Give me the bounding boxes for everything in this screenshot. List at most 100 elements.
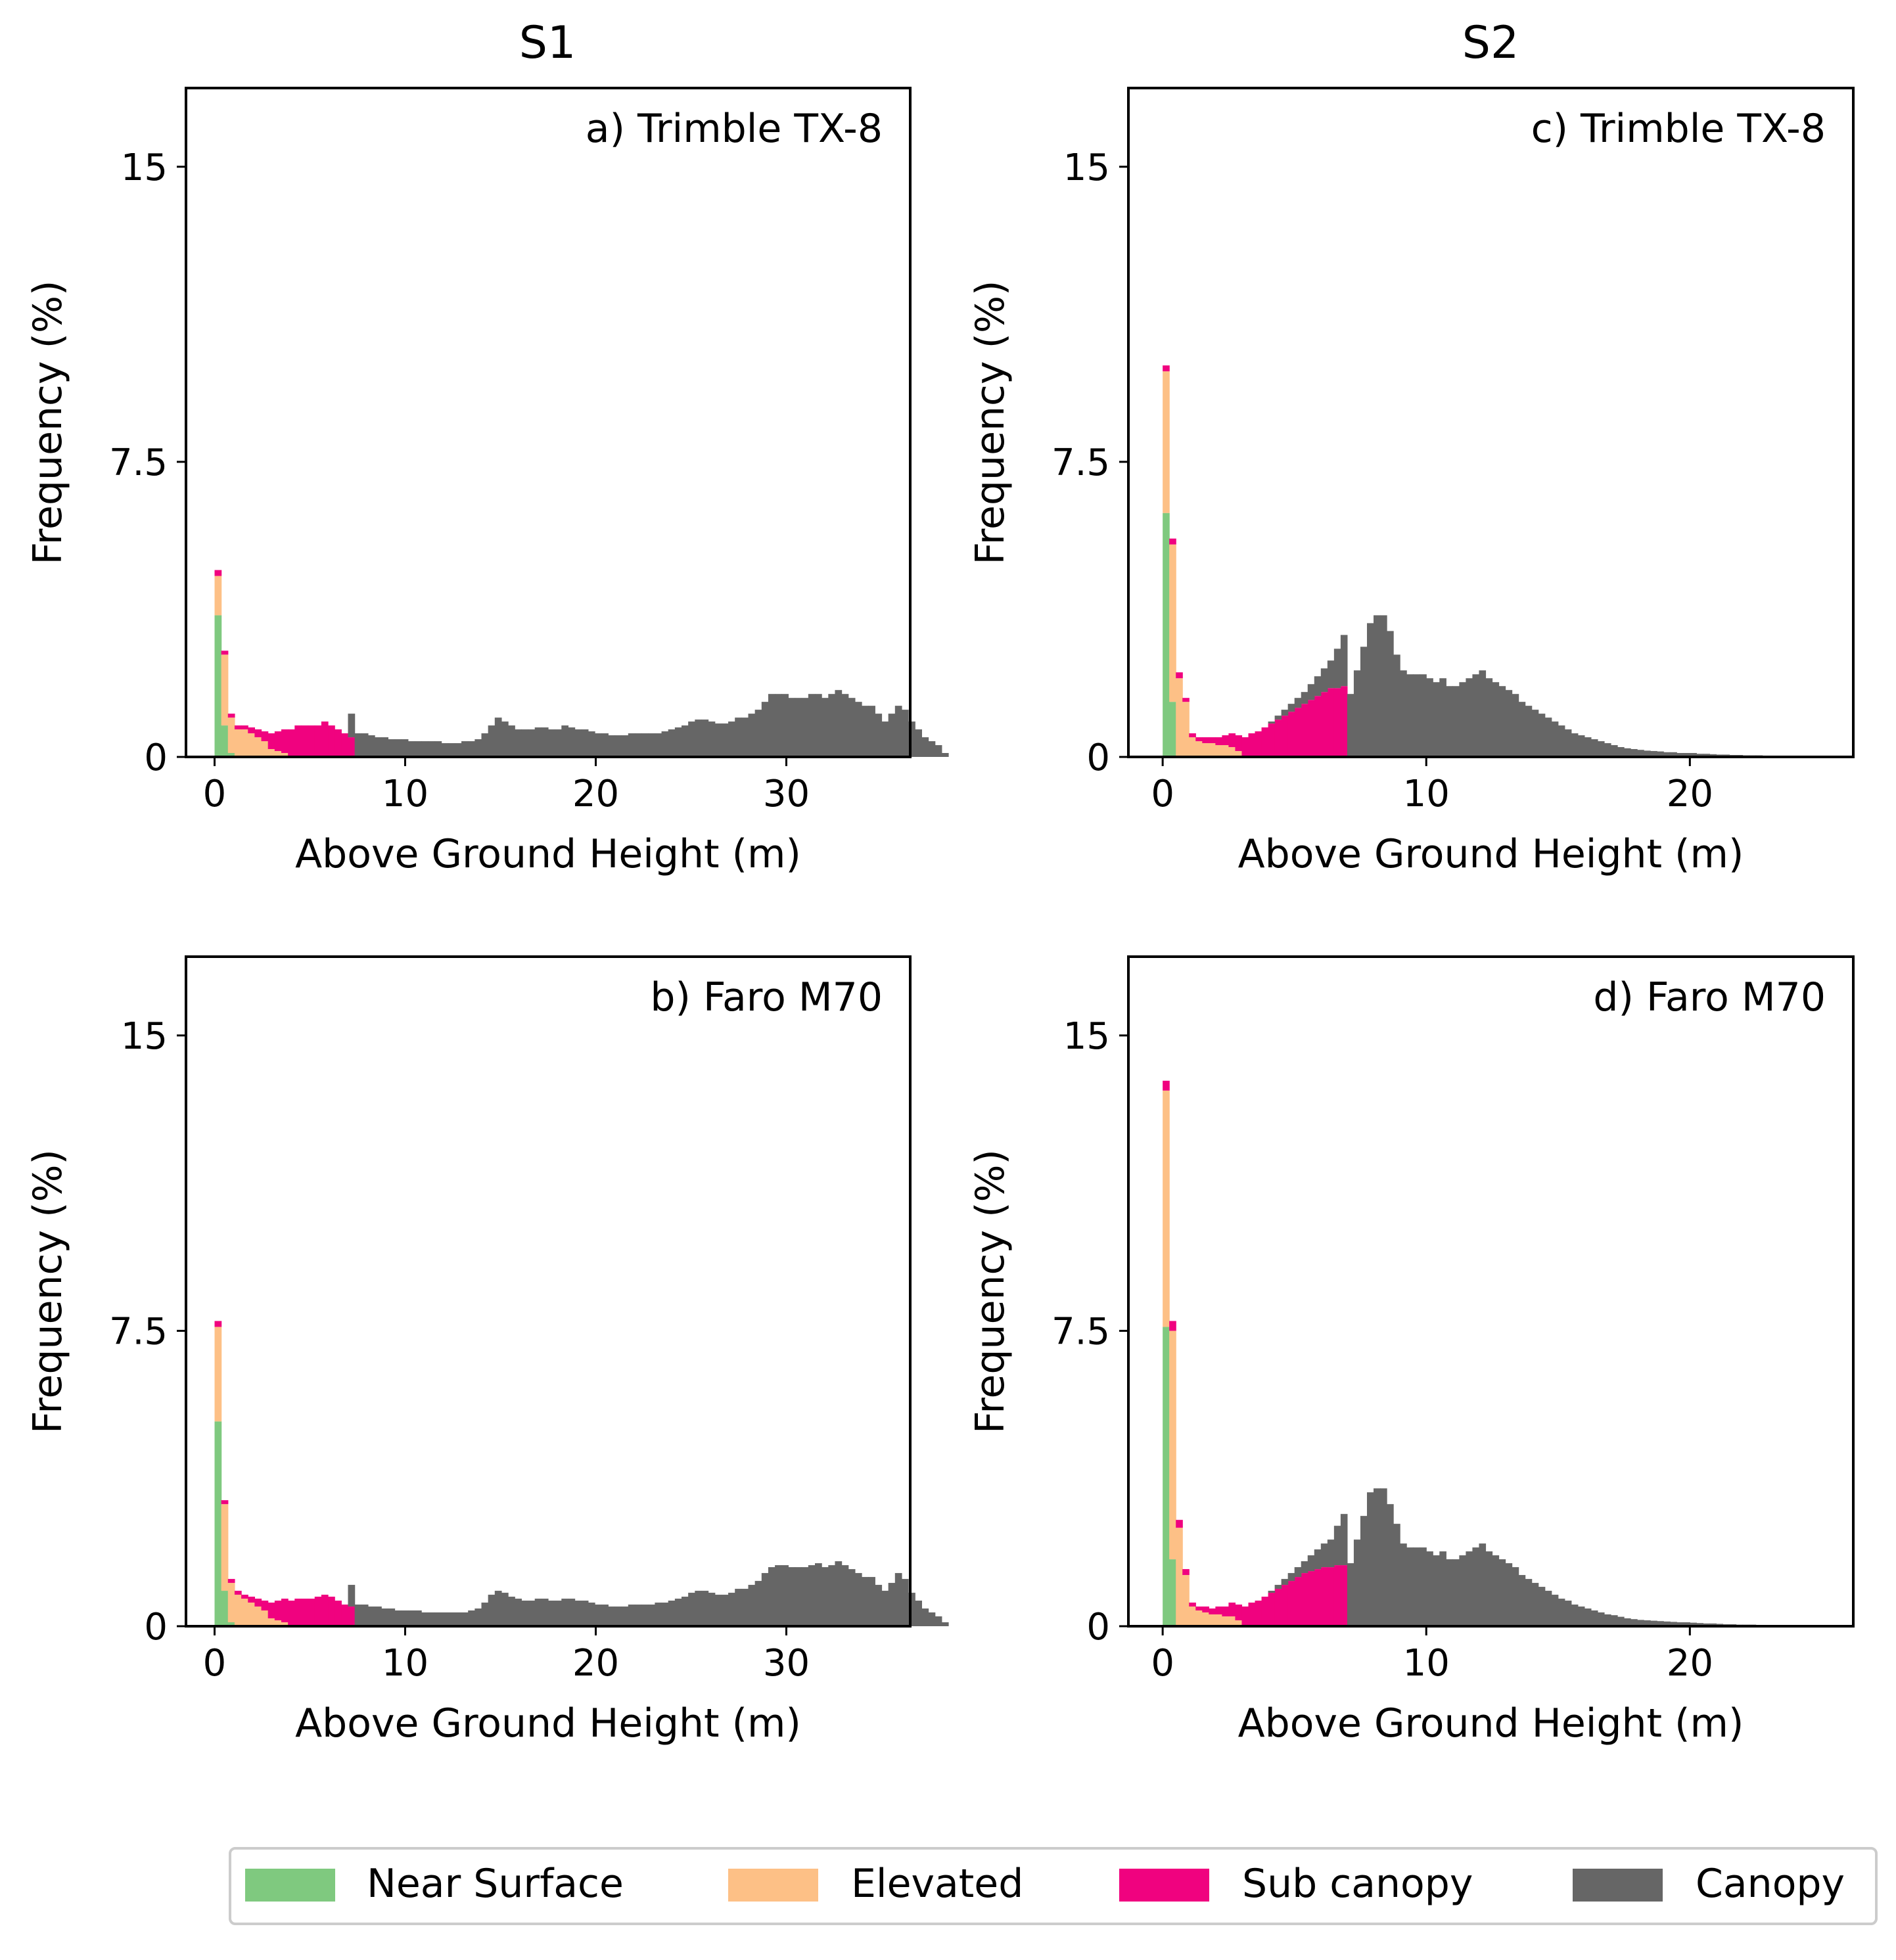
bar-elevated [1228, 1616, 1236, 1626]
bar-sub-canopy [274, 1601, 282, 1621]
bar-sub-canopy [321, 721, 329, 757]
bar-canopy [1426, 1551, 1433, 1626]
x-tick-label: 20 [1667, 773, 1713, 815]
bar-sub-canopy [294, 725, 302, 757]
bar-canopy [668, 1601, 676, 1626]
panel-title: d) Faro M70 [1593, 974, 1826, 1020]
x-tick-label: 0 [1151, 773, 1174, 815]
bar-canopy [1577, 735, 1585, 757]
bar-elevated [234, 1595, 242, 1626]
bar-elevated [248, 733, 255, 757]
bar-canopy [741, 1589, 749, 1626]
bar-canopy [434, 1612, 442, 1626]
bar-canopy [801, 1567, 809, 1626]
bar-canopy [1327, 660, 1335, 689]
panel-a: 0 10 20 30 0 7.5 15 Above Ground Height (m) Freq… [25, 87, 949, 877]
bar-canopy [1525, 706, 1533, 757]
bar-canopy [695, 1591, 703, 1626]
bar-canopy [881, 1591, 889, 1626]
bar-sub-canopy [1281, 1585, 1289, 1626]
panel-d: 0 10 20 0 7.5 15 Above Ground Height (m) Freque… [967, 955, 1855, 1746]
bar-canopy [1333, 649, 1341, 689]
bar-canopy [1301, 692, 1308, 704]
bar-sub-canopy [214, 570, 222, 576]
bar-canopy [1479, 1543, 1487, 1626]
bar-canopy [428, 741, 436, 757]
bar-sub-canopy [1215, 737, 1222, 746]
bar-canopy [641, 733, 649, 757]
bar-sub-canopy [241, 725, 248, 730]
x-tick-label: 0 [203, 773, 227, 815]
bar-sub-canopy [1314, 696, 1322, 757]
bar-sub-canopy [1182, 698, 1190, 702]
bar-canopy [1650, 1620, 1657, 1626]
bar-canopy [1360, 647, 1368, 757]
bar-canopy [1590, 739, 1598, 757]
axes-frame [1127, 955, 1855, 1628]
bar-canopy [868, 1577, 875, 1626]
bar-canopy [815, 694, 822, 757]
bar-elevated [1189, 737, 1196, 757]
bar-canopy [761, 702, 769, 757]
bar-canopy [1485, 678, 1493, 757]
bar-canopy [541, 1599, 549, 1626]
bar-canopy [1505, 1563, 1513, 1626]
bar-canopy [1268, 1591, 1276, 1593]
bar-canopy [1320, 1543, 1328, 1568]
bar-canopy [1314, 676, 1322, 696]
bar-canopy [367, 735, 375, 757]
bar-sub-canopy [1228, 733, 1236, 748]
bar-canopy [1406, 674, 1414, 757]
bar-canopy [928, 1612, 936, 1626]
bar-sub-canopy [294, 1599, 302, 1626]
bar-canopy [775, 694, 782, 757]
y-tick-label: 0 [1086, 737, 1110, 779]
bar-elevated [267, 749, 275, 757]
y-tick-label: 7.5 [109, 442, 168, 484]
x-tick-label: 10 [382, 773, 428, 815]
bar-canopy [448, 743, 455, 757]
bar-sub-canopy [328, 1597, 335, 1626]
bar-canopy [868, 706, 875, 757]
bar-elevated [1235, 1620, 1243, 1626]
bar-canopy [708, 1593, 716, 1626]
bar-canopy [735, 1589, 742, 1626]
bar-canopy [1657, 1621, 1664, 1626]
bar-canopy [1703, 754, 1711, 757]
bar-canopy [401, 739, 409, 757]
bar-elevated [1163, 371, 1170, 513]
bar-elevated [1215, 1614, 1222, 1626]
bar-sub-canopy [1169, 1321, 1176, 1331]
panel-c: 0 10 20 0 7.5 15 Above Ground Height (m) Freque… [967, 87, 1855, 877]
bar-canopy [407, 1610, 415, 1626]
bar-sub-canopy [1209, 737, 1216, 744]
y-axis-label: Frequency (%) [967, 281, 1013, 565]
bar-canopy [375, 1607, 382, 1626]
bar-canopy [474, 1608, 482, 1626]
bar-canopy [1571, 1605, 1579, 1626]
bar-canopy [1531, 1583, 1539, 1626]
bar-canopy [748, 1585, 756, 1626]
bar-canopy [381, 1608, 388, 1626]
bar-canopy [915, 729, 922, 757]
bar-sub-canopy [335, 729, 342, 757]
bar-canopy [441, 1612, 449, 1626]
bar-canopy [621, 1607, 629, 1626]
bar-canopy [394, 1610, 402, 1626]
x-tick-label: 20 [572, 1642, 619, 1685]
bar-sub-canopy [348, 1607, 356, 1626]
bar-sub-canopy [1333, 1565, 1341, 1626]
bar-canopy [1492, 1555, 1500, 1626]
bar-canopy [448, 1612, 455, 1626]
bar-sub-canopy [1333, 688, 1341, 757]
bar-canopy [415, 741, 422, 757]
bar-sub-canopy [261, 1601, 269, 1611]
axes-frame [1127, 87, 1855, 758]
bar-canopy [1353, 1539, 1361, 1626]
bar-canopy [841, 694, 849, 757]
bar-canopy [521, 729, 529, 757]
bar-canopy [688, 721, 695, 757]
x-tick-label: 10 [1403, 773, 1450, 815]
x-tick-label: 20 [572, 773, 619, 815]
bar-sub-canopy [248, 1597, 255, 1603]
